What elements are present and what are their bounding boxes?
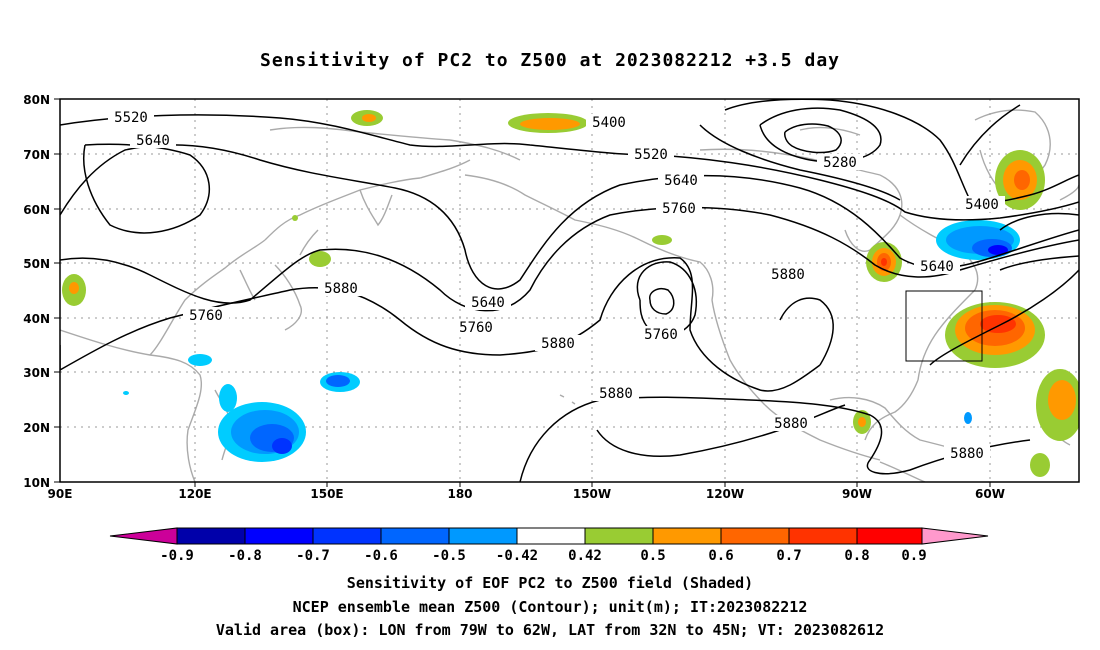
colorbar-label: 0.7 bbox=[776, 548, 801, 564]
contour-labels: 5520 5640 5400 5520 5640 5760 5280 5400 bbox=[108, 109, 1005, 462]
lon-label: 150E bbox=[310, 487, 343, 501]
lon-label: 90W bbox=[842, 487, 872, 501]
plot-frame bbox=[59, 98, 1080, 483]
contour-label: 5640 bbox=[471, 295, 505, 311]
contour-label: 5880 bbox=[541, 336, 575, 352]
lat-label: 30N bbox=[23, 366, 50, 380]
caption-contour: NCEP ensemble mean Z500 (Contour); unit(… bbox=[292, 598, 808, 616]
contour-label: 5880 bbox=[771, 267, 805, 283]
lon-label: 90E bbox=[48, 487, 73, 501]
colorbar-label: 0.5 bbox=[640, 548, 665, 564]
caption-shaded: Sensitivity of EOF PC2 to Z500 field (Sh… bbox=[346, 574, 754, 592]
lon-label: 120W bbox=[706, 487, 744, 501]
contour-label: 5400 bbox=[965, 197, 999, 213]
colorbar-label: 0.9 bbox=[901, 548, 926, 564]
contour-label: 5640 bbox=[920, 259, 954, 275]
map-title: Sensitivity of PC2 to Z500 at 2023082212… bbox=[259, 50, 840, 71]
lat-label: 70N bbox=[23, 148, 50, 162]
contour-label: 5880 bbox=[774, 416, 808, 432]
lat-label: 40N bbox=[23, 312, 50, 326]
colorbar-label: 0.8 bbox=[844, 548, 869, 564]
lon-label: 150W bbox=[573, 487, 611, 501]
contour-label: 5760 bbox=[189, 308, 223, 324]
colorbar-label: -0.5 bbox=[432, 548, 466, 564]
colorbar-label: -0.6 bbox=[364, 548, 398, 564]
contour-label: 5760 bbox=[662, 201, 696, 217]
contour-label: 5640 bbox=[136, 133, 170, 149]
contour-label: 5640 bbox=[664, 173, 698, 189]
lat-label: 10N bbox=[23, 476, 50, 490]
contour-label: 5880 bbox=[324, 281, 358, 297]
contour-label: 5520 bbox=[114, 110, 148, 126]
colorbar-label: -0.9 bbox=[160, 548, 194, 564]
colorbar-label: -0.8 bbox=[228, 548, 262, 564]
colorbar bbox=[109, 527, 989, 545]
lat-label: 60N bbox=[23, 203, 50, 217]
lat-label: 50N bbox=[23, 257, 50, 271]
contour-label: 5760 bbox=[459, 320, 493, 336]
contour-label: 5520 bbox=[634, 147, 668, 163]
lon-label: 120E bbox=[178, 487, 211, 501]
sensitivity-shading bbox=[62, 110, 1079, 477]
colorbar-label: -0.7 bbox=[296, 548, 330, 564]
lat-label: 20N bbox=[23, 421, 50, 435]
valid-area-box bbox=[905, 290, 983, 362]
colorbar-label: 0.42 bbox=[568, 548, 602, 564]
colorbar-label: 0.6 bbox=[708, 548, 733, 564]
lon-label: 60W bbox=[975, 487, 1005, 501]
contour-label: 5400 bbox=[592, 115, 626, 131]
contour-label: 5280 bbox=[823, 155, 857, 171]
contour-label: 5880 bbox=[950, 446, 984, 462]
z500-contours bbox=[60, 99, 1079, 482]
contour-label: 5760 bbox=[644, 327, 678, 343]
caption-valid-area: Valid area (box): LON from 79W to 62W, L… bbox=[215, 621, 885, 639]
colorbar-label: -0.42 bbox=[496, 548, 538, 564]
lat-label: 80N bbox=[23, 93, 50, 107]
lon-label: 180 bbox=[447, 487, 472, 501]
contour-label: 5880 bbox=[599, 386, 633, 402]
